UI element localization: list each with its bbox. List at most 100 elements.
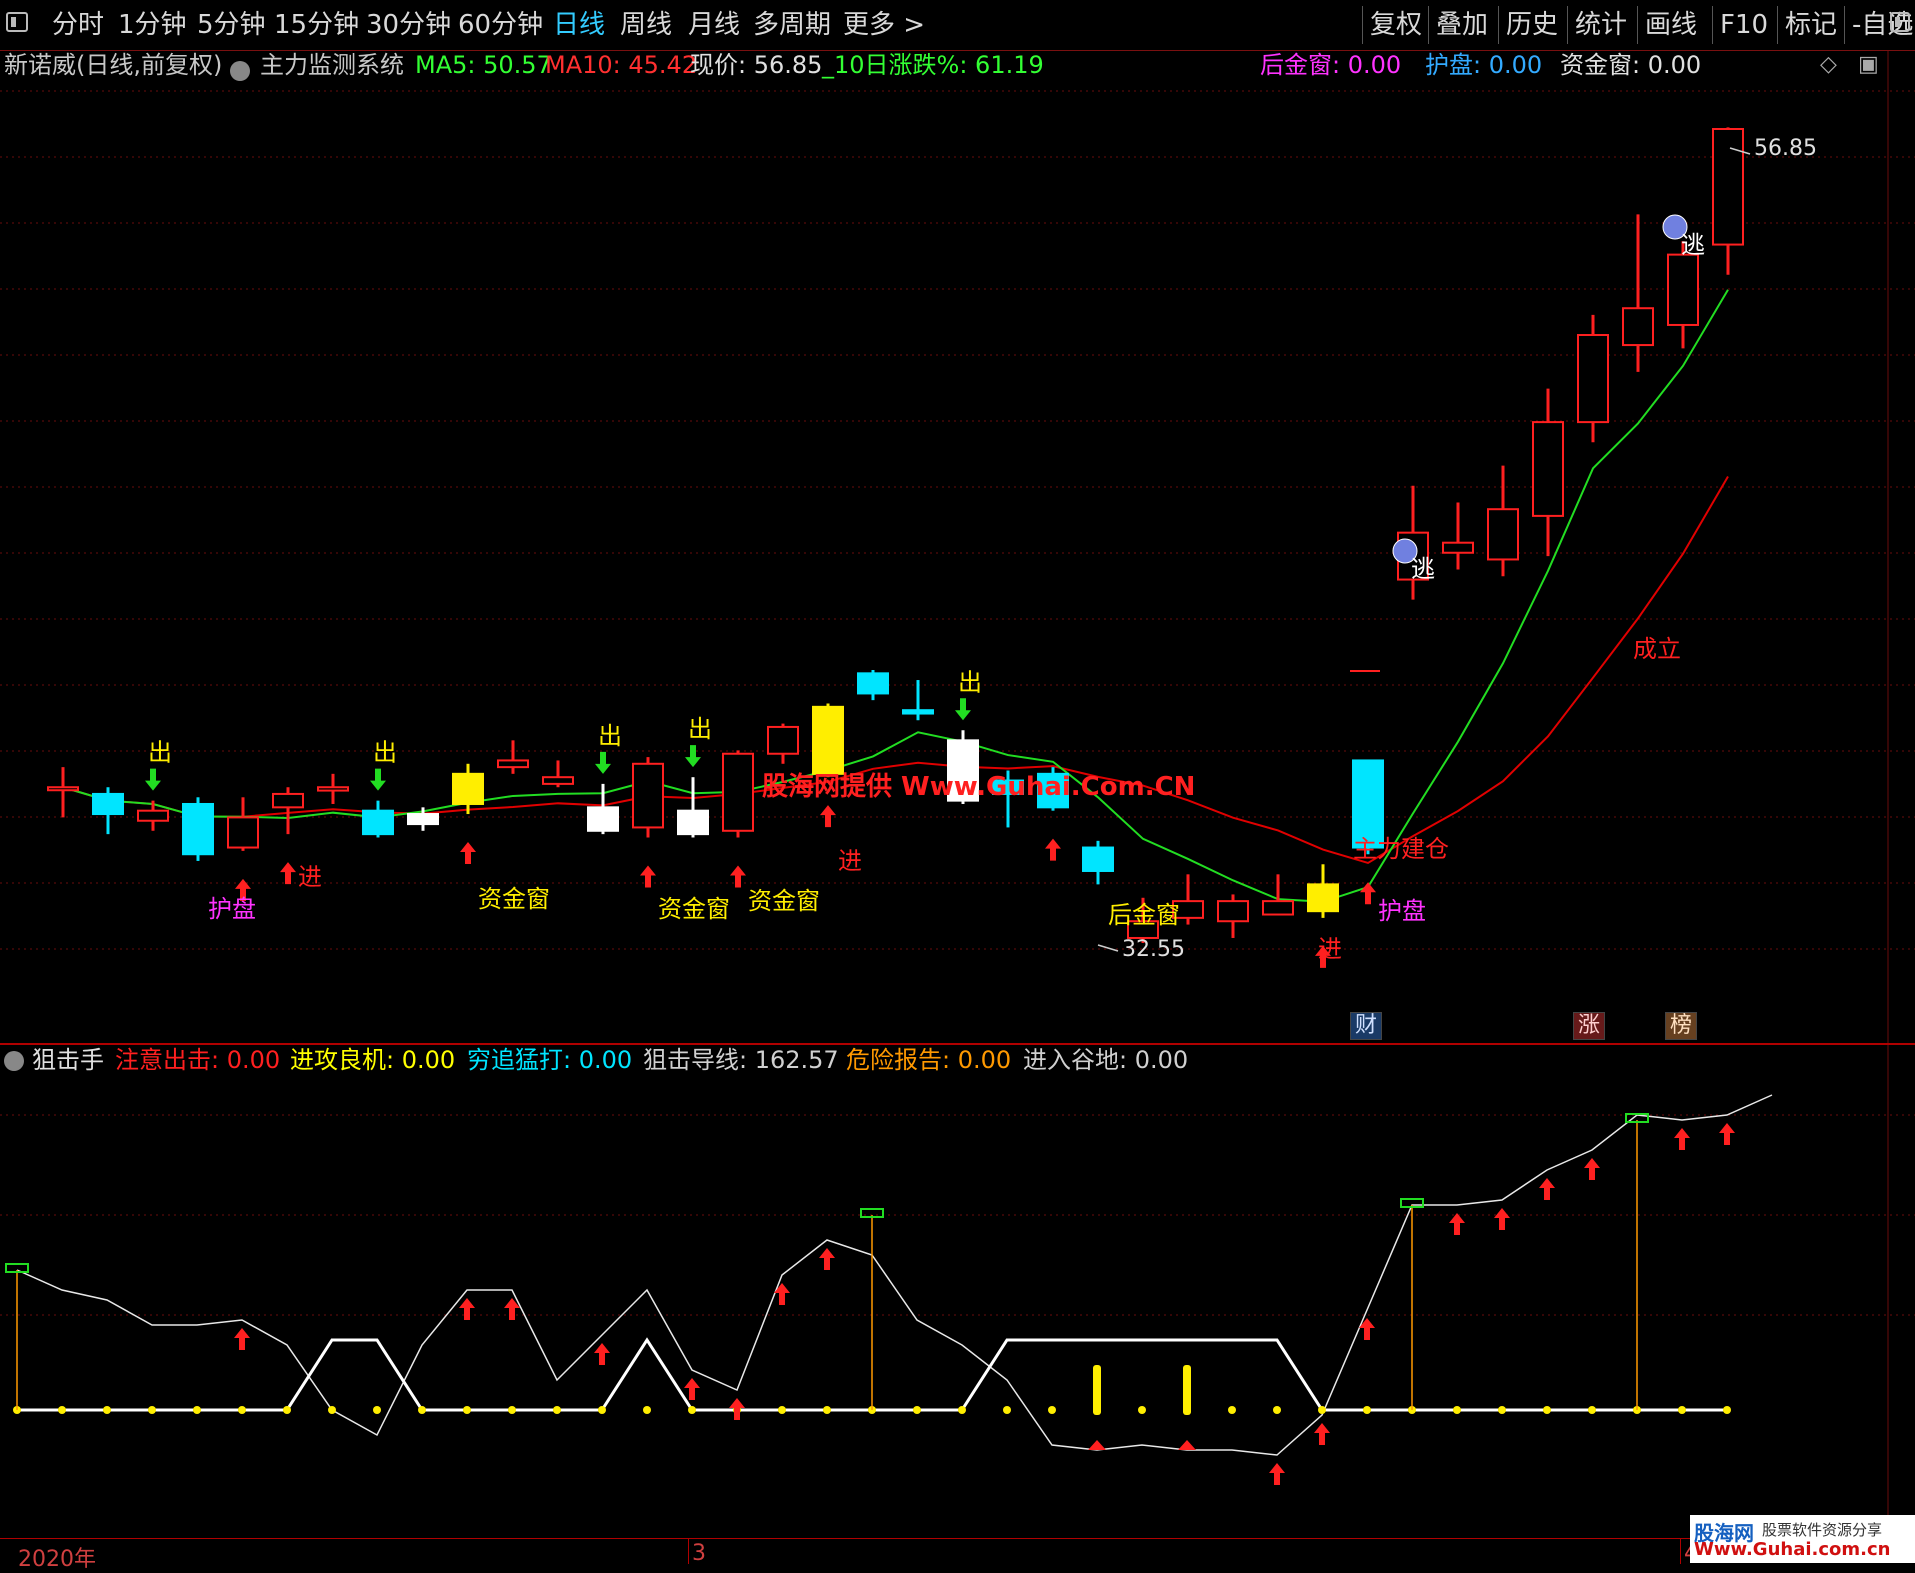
logo-slogan: 股票软件资源分享 [1762,1521,1883,1539]
toolbar-right-0[interactable]: 复权 [1370,10,1423,40]
toolbar-tab-7[interactable]: 周线 [620,10,673,40]
candle-body [1622,307,1654,347]
base-dot [193,1406,201,1414]
hupan-value: 护盘: 0.00 [1425,51,1543,79]
toolbar-right-7[interactable]: -自选 [1852,10,1914,40]
candle-body [677,809,709,836]
candle-body [812,705,844,775]
base-dot [418,1406,426,1414]
signal-escape-label: 逃 [1411,555,1435,583]
toolbar-tab-8[interactable]: 月线 [688,10,741,40]
toolbar-right-4[interactable]: 画线 [1645,10,1698,40]
toolbar-right-2[interactable]: 历史 [1506,10,1559,40]
buy-arrow [280,862,296,885]
candle-body [1262,900,1294,916]
danger-marker [1400,1198,1424,1208]
candle-body [1127,920,1159,939]
danger-marker [1625,1113,1649,1123]
toolbar-tab-2[interactable]: 5分钟 [197,10,266,40]
base-dot [1138,1406,1146,1414]
date-axis: 2020年 3 4 [0,1538,1915,1572]
buy-arrow [1315,945,1331,968]
valley-line [17,1337,1727,1412]
toolbar-tab-9[interactable]: 多周期 [753,10,832,40]
badge-cai[interactable]: 财 [1350,1012,1382,1040]
toolbar-right-6[interactable]: 标记 [1785,10,1838,40]
buy-arrow [1360,882,1376,905]
sub-buy-arrow [1539,1178,1555,1200]
toolbar-tab-4[interactable]: 30分钟 [366,10,452,40]
base-dot [1543,1406,1551,1414]
axis-march-label: 3 [692,1541,706,1566]
base-dot [778,1406,786,1414]
signal-zhuli-label: 主力建仓 [1353,835,1449,863]
candle-body [362,809,394,836]
signal-hjc-label: 后金窗 [1108,901,1180,929]
candle-body [767,725,799,755]
toolbar-right-3[interactable]: 统计 [1575,10,1628,40]
candle-body [317,786,349,792]
candle-body [407,813,439,826]
candle-body [1442,541,1474,554]
base-dot [1453,1406,1461,1414]
sub-indicator-dropdown-icon[interactable] [4,1051,24,1071]
diamond-icon[interactable]: ◇ [1820,52,1837,77]
sub-buy-arrow [1359,1318,1375,1340]
sell-arrow [145,768,161,791]
toolbar-tab-6[interactable]: 日线 [553,10,606,40]
base-dot [58,1406,66,1414]
buy-arrow [460,842,476,865]
base-dot [328,1406,336,1414]
sub-buy-arrow [1494,1208,1510,1230]
high-price-label: 56.85 [1754,136,1817,161]
base-dot [643,1406,651,1414]
indicator-dropdown-icon[interactable] [230,61,250,81]
base-dot [1318,1406,1326,1414]
signal-in-label: 进 [1318,935,1342,963]
sub-lines [5,1094,1773,1485]
signal-zjc-label: 资金窗 [478,885,550,913]
candlestick-chart[interactable]: 出出出 出出护盘进资金窗 资金窗 资金窗进后金窗进护盘主力建仓成立逃逃 56.85 3… [0,51,1915,1043]
candle-body [542,776,574,785]
ma10-value: MA10: 45.42 [545,51,698,79]
candle-body [632,762,664,829]
candle-body [47,786,79,792]
badge-bang[interactable]: 榜 [1665,1012,1697,1040]
candle-body [272,792,304,809]
toolbar-right-1[interactable]: 叠加 [1436,10,1489,40]
sub-buy-arrow [1719,1123,1735,1145]
sub-value-2: 穷追猛打: 0.00 [467,1046,633,1074]
base-dot [1228,1406,1236,1414]
base-dot [598,1406,606,1414]
watermark-text: 股海网提供 Www.Guhai.Com.CN [762,772,1196,802]
sub-buy-arrow [459,1298,475,1320]
toolbar-tab-1[interactable]: 1分钟 [118,10,187,40]
base-dot [1723,1406,1731,1414]
buy-arrow [730,865,746,888]
sell-arrow [595,751,611,774]
danger-marker [5,1263,29,1273]
toolbar-tab-5[interactable]: 60分钟 [458,10,544,40]
sub-bottom-arrow [1178,1440,1196,1450]
toolbar-right-5[interactable]: F10 [1720,10,1769,40]
period-toolbar: 分时 1分钟 5分钟 15分钟 30分钟 60分钟 日线 周线 月线 多周期 更多 > 复权 叠加 历史… [0,0,1915,51]
base-dot [238,1406,246,1414]
sub-indicator-name[interactable]: 狙击手 [32,1046,104,1074]
panel-toggle-icon[interactable]: ▣ [1858,52,1879,77]
window-menu-icon[interactable] [6,12,28,32]
buy-arrow [820,805,836,828]
base-dot [508,1406,516,1414]
sub-value-0: 注意出击: 0.00 [115,1046,281,1074]
sniper-indicator-chart[interactable] [0,1043,1915,1540]
base-dot [553,1406,561,1414]
toolbar-tab-0[interactable]: 分时 [52,10,105,40]
sub-buy-arrow [1449,1213,1465,1235]
indicator-name[interactable]: 主力监测系统 [260,51,404,79]
candle-body [497,759,529,769]
base-dot [1003,1406,1011,1414]
base-dot [1588,1406,1596,1414]
toolbar-tab-3[interactable]: 15分钟 [274,10,360,40]
badge-zhang[interactable]: 涨 [1573,1012,1605,1040]
toolbar-tab-10[interactable]: 更多 > [843,10,926,40]
window-restore-icon[interactable] [1890,12,1910,32]
